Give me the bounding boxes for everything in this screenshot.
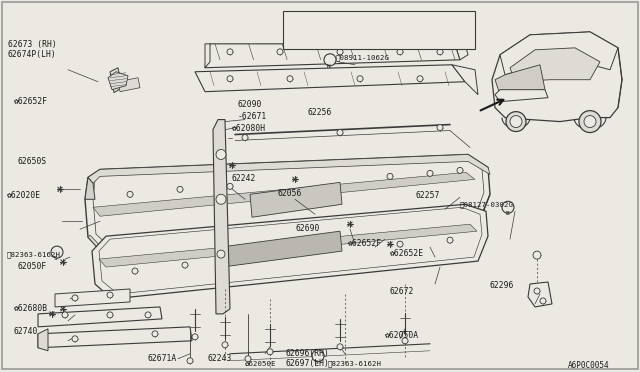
Text: ✿62020E: ✿62020E	[7, 191, 41, 201]
Polygon shape	[55, 289, 130, 307]
Polygon shape	[118, 78, 140, 92]
Text: ✿62652F: ✿62652F	[348, 239, 382, 248]
Circle shape	[245, 356, 251, 362]
Circle shape	[227, 76, 233, 82]
Circle shape	[127, 191, 133, 197]
Polygon shape	[108, 72, 128, 90]
FancyBboxPatch shape	[283, 11, 475, 49]
Polygon shape	[92, 204, 488, 299]
Polygon shape	[93, 157, 484, 252]
Text: ✿62050E: ✿62050E	[245, 361, 276, 367]
Text: Ⓝ82363-6162H: Ⓝ82363-6162H	[328, 361, 382, 367]
Circle shape	[337, 129, 343, 135]
Circle shape	[337, 49, 343, 55]
Circle shape	[51, 246, 63, 258]
Circle shape	[357, 76, 363, 82]
Circle shape	[187, 358, 193, 364]
Text: 62257: 62257	[415, 191, 440, 201]
Polygon shape	[38, 307, 162, 327]
Circle shape	[72, 336, 78, 342]
Text: ✿62652E: ✿62652E	[390, 249, 424, 258]
Text: N: N	[327, 64, 331, 69]
Polygon shape	[85, 154, 490, 259]
Text: ✿62050A: ✿62050A	[385, 331, 419, 340]
Text: 62243: 62243	[208, 354, 232, 363]
Circle shape	[397, 49, 403, 55]
Circle shape	[72, 295, 78, 301]
Text: 62022: 62022	[358, 35, 382, 44]
Circle shape	[387, 173, 393, 179]
Text: 62690: 62690	[295, 224, 319, 233]
Circle shape	[242, 135, 248, 141]
Circle shape	[267, 349, 273, 355]
Text: 62673 (RH): 62673 (RH)	[8, 40, 57, 49]
Polygon shape	[88, 194, 490, 259]
Text: 62740: 62740	[14, 327, 38, 336]
Circle shape	[447, 237, 453, 243]
Circle shape	[337, 344, 343, 350]
Polygon shape	[38, 327, 192, 348]
Circle shape	[534, 288, 540, 294]
Text: 62650S: 62650S	[18, 157, 47, 166]
Text: ✿62680B: ✿62680B	[14, 304, 48, 313]
Text: ✿62652F: ✿62652F	[14, 97, 48, 106]
Polygon shape	[452, 65, 478, 94]
Text: NOTE:PART CODE 62650S CONSISTS: NOTE:PART CODE 62650S CONSISTS	[287, 15, 426, 24]
Text: 62672: 62672	[390, 287, 414, 296]
Circle shape	[502, 201, 514, 213]
Polygon shape	[492, 32, 622, 122]
Circle shape	[312, 350, 324, 362]
Text: 62090: 62090	[238, 100, 262, 109]
FancyBboxPatch shape	[140, 211, 150, 217]
Circle shape	[217, 250, 225, 258]
Circle shape	[107, 312, 113, 318]
Circle shape	[192, 334, 198, 340]
Polygon shape	[195, 65, 465, 92]
Polygon shape	[99, 224, 477, 267]
Polygon shape	[99, 207, 482, 294]
Text: A6P0C0054: A6P0C0054	[568, 361, 610, 370]
Circle shape	[145, 312, 151, 318]
Text: B: B	[505, 211, 509, 216]
Circle shape	[427, 170, 433, 176]
Circle shape	[132, 268, 138, 274]
Polygon shape	[455, 44, 468, 60]
Polygon shape	[38, 329, 48, 351]
Circle shape	[584, 116, 596, 128]
Text: ✿62080H: ✿62080H	[232, 124, 266, 132]
Text: S: S	[315, 360, 319, 365]
Text: Ⓝ08911-1062G: Ⓝ08911-1062G	[336, 55, 390, 61]
Polygon shape	[528, 282, 552, 307]
Polygon shape	[495, 65, 545, 94]
Text: 62696(RH): 62696(RH)	[285, 349, 329, 358]
Circle shape	[540, 298, 546, 304]
Circle shape	[287, 76, 293, 82]
Circle shape	[62, 312, 68, 318]
Polygon shape	[510, 48, 600, 82]
Circle shape	[397, 241, 403, 247]
Circle shape	[277, 49, 283, 55]
Circle shape	[437, 125, 443, 131]
Circle shape	[182, 262, 188, 268]
Circle shape	[227, 183, 233, 189]
Text: -62671: -62671	[238, 112, 268, 121]
Circle shape	[324, 54, 336, 66]
Polygon shape	[88, 154, 490, 183]
Polygon shape	[500, 32, 618, 75]
Polygon shape	[213, 119, 230, 314]
Circle shape	[533, 251, 541, 259]
Text: 62671A: 62671A	[148, 354, 177, 363]
Circle shape	[457, 167, 463, 173]
Circle shape	[216, 194, 226, 204]
Text: OF ✿ MARKED PARTS: OF ✿ MARKED PARTS	[287, 26, 388, 35]
Text: 62056: 62056	[278, 189, 302, 198]
Circle shape	[417, 76, 423, 82]
Circle shape	[437, 49, 443, 55]
Polygon shape	[110, 68, 122, 93]
Circle shape	[506, 112, 526, 132]
Circle shape	[177, 186, 183, 192]
Polygon shape	[205, 44, 210, 68]
Polygon shape	[250, 182, 342, 217]
Circle shape	[152, 331, 158, 337]
